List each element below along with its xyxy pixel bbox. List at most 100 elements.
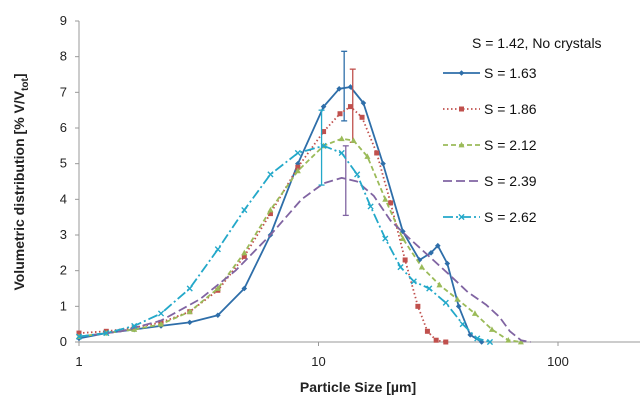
data-point — [338, 135, 345, 142]
data-point — [354, 171, 361, 178]
data-point — [505, 337, 512, 343]
data-point — [186, 319, 193, 326]
y-tick-label: 1 — [60, 298, 67, 313]
data-point — [382, 196, 389, 202]
data-point — [186, 285, 193, 292]
data-point — [443, 339, 449, 345]
y-tick-label: 8 — [60, 49, 67, 64]
data-point — [415, 303, 421, 309]
data-point — [186, 308, 193, 315]
data-point — [347, 104, 353, 110]
data-point — [76, 330, 82, 336]
data-point — [454, 296, 461, 302]
data-point — [75, 333, 83, 340]
data-point — [399, 235, 406, 241]
data-point — [320, 103, 327, 110]
data-point — [337, 111, 343, 117]
x-tick-label: 100 — [547, 354, 569, 369]
data-point — [436, 281, 443, 288]
data-point — [397, 264, 404, 271]
legend-marker — [458, 213, 465, 221]
data-point — [347, 84, 354, 90]
data-point — [294, 167, 301, 174]
series-line — [78, 144, 491, 343]
legend-label: S = 1.86 — [484, 101, 537, 117]
data-point — [294, 149, 301, 157]
legend-marker — [458, 141, 465, 148]
data-point — [517, 338, 524, 345]
legend-marker — [459, 106, 464, 112]
data-point — [428, 250, 434, 256]
y-tick-label: 7 — [60, 84, 67, 99]
data-point — [486, 338, 494, 346]
data-point — [488, 326, 495, 332]
data-point — [418, 263, 425, 270]
data-point — [103, 329, 110, 337]
data-point — [360, 100, 367, 106]
data-point — [455, 303, 462, 310]
y-tick-label: 4 — [60, 191, 67, 206]
data-point — [474, 335, 481, 342]
y-axis-title-main: Volumetric distribution [% V/V — [11, 90, 27, 290]
series-s-2-39 — [78, 145, 531, 343]
data-point — [215, 312, 221, 319]
data-point — [158, 320, 165, 327]
data-point — [367, 203, 374, 210]
data-point — [442, 299, 449, 306]
series-s-2-62 — [75, 109, 494, 346]
legend: S = 1.42, No crystals S = 1.63 S = 1.86 S … — [443, 35, 602, 225]
y-tick-label: 9 — [60, 13, 67, 28]
legend-marker — [458, 70, 465, 76]
series-line — [78, 137, 522, 343]
data-point — [471, 310, 478, 316]
data-point — [131, 322, 138, 330]
data-point — [214, 285, 221, 291]
y-tick-label: 6 — [60, 120, 67, 135]
x-axis-title: Particle Size [µm] — [300, 379, 416, 395]
series-line — [78, 86, 483, 343]
legend-label: S = 1.63 — [484, 65, 537, 81]
data-point — [374, 150, 380, 156]
y-tick-label: 5 — [60, 156, 67, 171]
data-point — [336, 85, 342, 92]
data-point — [424, 328, 430, 334]
series-s-1-86 — [76, 68, 449, 345]
legend-label: S = 2.62 — [484, 209, 537, 225]
data-point — [444, 260, 451, 267]
data-point — [295, 164, 301, 170]
legend-header: S = 1.42, No crystals — [472, 35, 602, 51]
series-line — [78, 177, 531, 343]
y-tick-label: 0 — [60, 334, 67, 349]
data-point — [459, 321, 466, 328]
data-point — [380, 160, 386, 167]
data-point — [388, 200, 394, 206]
data-point — [267, 211, 273, 217]
data-point — [435, 242, 441, 249]
data-point — [241, 285, 248, 292]
data-point — [214, 246, 221, 253]
data-point — [350, 137, 357, 143]
data-point — [426, 285, 433, 292]
data-point — [338, 149, 345, 157]
legend-label: S = 2.39 — [484, 173, 537, 189]
data-point — [402, 257, 408, 263]
y-tick-label: 3 — [60, 227, 67, 242]
data-point — [131, 326, 138, 332]
data-point — [400, 228, 406, 235]
data-point — [157, 310, 165, 317]
x-tick-label: 10 — [311, 354, 325, 369]
series-layer — [75, 50, 531, 346]
axes — [78, 21, 640, 343]
y-axis-title-subscript: tot — [20, 77, 31, 90]
data-point — [410, 278, 417, 285]
legend-label: S = 2.12 — [484, 137, 537, 153]
data-point — [321, 129, 327, 135]
data-point — [364, 153, 371, 159]
data-point — [433, 337, 439, 343]
y-tick-label: 2 — [60, 263, 67, 278]
data-point — [382, 235, 389, 242]
data-point — [241, 206, 248, 214]
y-axis-title: Volumetric distribution [% V/Vtot] — [11, 73, 31, 290]
